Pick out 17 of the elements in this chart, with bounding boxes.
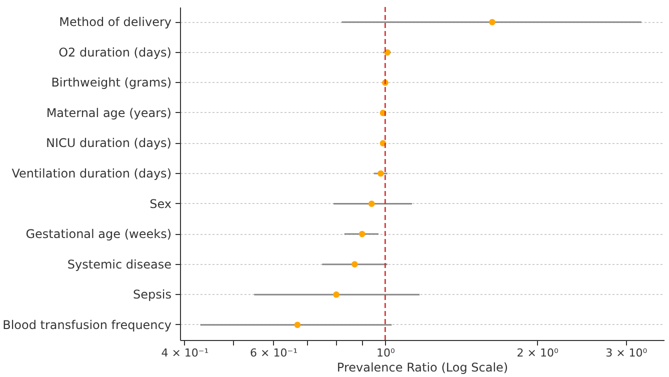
y-tick-label: Birthweight (grams) (51, 76, 172, 90)
y-tick-label: Maternal age (years) (46, 106, 172, 120)
x-tick-label: 2 × 10⁰ (516, 346, 559, 360)
y-tick-label: Blood transfusion frequency (2, 318, 172, 332)
x-tick-label: 10⁰ (376, 346, 396, 360)
y-tick-label: Sex (150, 196, 172, 211)
x-axis-title: Prevalence Ratio (Log Scale) (336, 360, 508, 374)
y-tick-label: O2 duration (days) (58, 45, 172, 60)
y-tick-label: NICU duration (days) (46, 136, 172, 150)
y-tick-label: Systemic disease (67, 257, 172, 272)
y-tick-label: Gestational age (weeks) (26, 227, 172, 242)
y-tick-label: Method of delivery (59, 15, 172, 30)
y-tick-label: Ventilation duration (days) (12, 166, 172, 180)
x-tick-label: 6 × 10⁻¹ (250, 346, 298, 360)
x-tick-label: 3 × 10⁰ (606, 346, 648, 360)
y-tick-label: Sepsis (133, 288, 172, 302)
x-tick-label: 4 × 10⁻¹ (161, 346, 209, 360)
